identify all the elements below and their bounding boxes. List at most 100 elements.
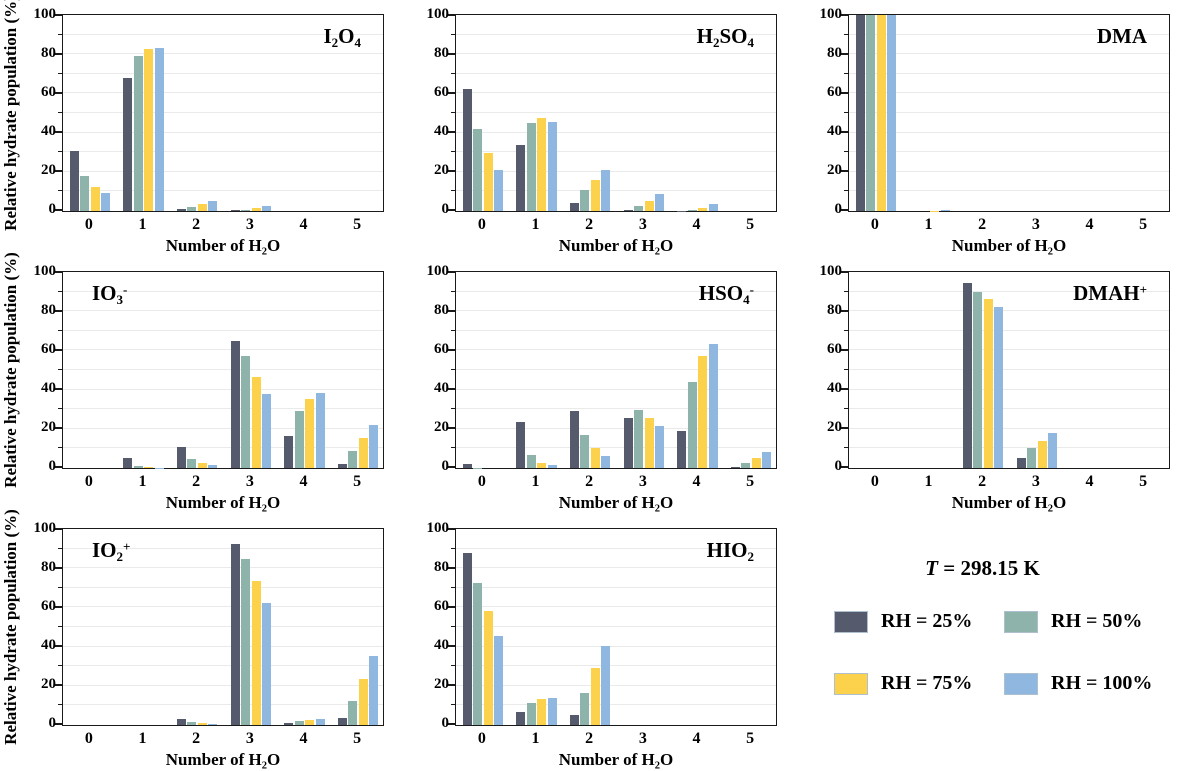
- x-tick-label: 5: [1139, 473, 1148, 490]
- gridline: [63, 684, 383, 686]
- x-tick-label: 3: [638, 473, 647, 490]
- y-tick-mark: [451, 368, 455, 371]
- gridline: [456, 388, 776, 390]
- y-tick-mark: [58, 290, 62, 293]
- x-tick-label: 1: [531, 473, 540, 490]
- gridline: [456, 151, 776, 153]
- y-tick-mark: [58, 664, 62, 667]
- bar-1-s3: [940, 210, 950, 211]
- text-fragment: Number of H: [951, 236, 1048, 255]
- gridline: [63, 547, 383, 549]
- text-fragment: O: [267, 493, 281, 512]
- y-tick-label: 60: [434, 84, 449, 100]
- bar-0-s2: [483, 153, 493, 211]
- x-tick-label: 2: [978, 473, 987, 490]
- gridline: [63, 112, 383, 113]
- bar-1-s1: [526, 703, 536, 725]
- y-tick-mark: [55, 388, 62, 390]
- bar-4-s2: [698, 207, 708, 211]
- y-tick-mark: [841, 466, 848, 468]
- text-fragment: IO: [92, 538, 117, 562]
- y-tick-mark: [448, 606, 455, 608]
- x-axis-title: Number of H2O: [62, 750, 384, 771]
- gridline: [456, 53, 776, 55]
- gridline: [849, 112, 1169, 113]
- y-tick-label: 20: [434, 676, 449, 692]
- panel-title: DMA: [1097, 24, 1147, 49]
- text-fragment: O: [660, 236, 674, 255]
- gridline: [63, 190, 383, 192]
- temperature-label: T = 298.15 K: [786, 556, 1179, 581]
- panel-dmah: 0 20 40 60 80 100 0 1 2 3 4 5 Number of H2O DMAH+: [786, 257, 1179, 514]
- bar-1-s3: [547, 697, 557, 725]
- gridline: [849, 131, 1169, 133]
- x-tick-label: 0: [477, 216, 486, 233]
- y-tick-label: 60: [41, 598, 56, 614]
- y-tick-mark: [58, 407, 62, 410]
- y-tick-label: 100: [33, 6, 57, 22]
- panel-title: I2O4: [323, 24, 361, 51]
- gridline: [849, 427, 1169, 429]
- y-tick-mark: [844, 329, 848, 332]
- y-tick-label: 20: [41, 162, 56, 178]
- y-tick-mark: [451, 33, 455, 36]
- y-tick-label: 20: [41, 419, 56, 435]
- y-tick-label: 60: [434, 598, 449, 614]
- bar-0-s0: [462, 89, 472, 211]
- y-tick-mark: [55, 92, 62, 94]
- y-tick-mark: [841, 14, 848, 16]
- bar-0-s1: [80, 175, 90, 211]
- text-fragment: T: [925, 556, 938, 580]
- x-axis-title: Number of H2O: [62, 236, 384, 257]
- bar-2-s3: [208, 201, 218, 211]
- y-tick-label: 100: [819, 6, 843, 22]
- y-tick-label: 100: [33, 520, 57, 536]
- y-tick-mark: [451, 664, 455, 667]
- text-fragment: IO: [92, 281, 117, 305]
- bar-5-s2: [358, 678, 368, 725]
- bar-2-s3: [601, 456, 611, 468]
- bar-2-s0: [569, 715, 579, 725]
- y-tick-mark: [58, 72, 62, 75]
- gridline: [63, 92, 383, 94]
- gridline: [849, 447, 1169, 449]
- legend-swatch-rh25: [834, 610, 868, 633]
- bar-2-s2: [590, 448, 600, 468]
- gridline: [849, 369, 1169, 370]
- gridline: [456, 112, 776, 113]
- x-tick-label: 0: [477, 473, 486, 490]
- y-tick-label: 40: [41, 380, 56, 396]
- y-tick-mark: [55, 528, 62, 530]
- gridline: [63, 586, 383, 588]
- y-tick-mark: [448, 209, 455, 211]
- text-fragment: Number of H: [951, 493, 1048, 512]
- x-tick-label: 5: [746, 216, 755, 233]
- bar-1-s3: [547, 465, 557, 468]
- x-tick-label: 2: [192, 216, 201, 233]
- y-tick-mark: [58, 33, 62, 36]
- y-tick-mark: [55, 684, 62, 686]
- y-axis-title: Relative hydrate population (%): [1, 252, 20, 488]
- y-tick-label: 60: [434, 341, 449, 357]
- gridline: [63, 408, 383, 410]
- y-tick-mark: [451, 446, 455, 449]
- y-tick-mark: [844, 290, 848, 293]
- gridline: [63, 349, 383, 351]
- text-fragment: 4: [354, 35, 361, 51]
- x-tick-label: 4: [299, 473, 308, 490]
- y-tick-mark: [841, 349, 848, 351]
- x-tick-label: 3: [638, 216, 647, 233]
- gridline: [456, 349, 776, 351]
- plot-area: [848, 271, 1170, 469]
- y-tick-mark: [844, 189, 848, 192]
- text-fragment: SO: [719, 24, 748, 48]
- bar-3-s3: [262, 205, 272, 211]
- bar-4-s3: [315, 719, 325, 725]
- bar-1-s2: [537, 463, 547, 468]
- bar-5-s1: [741, 462, 751, 468]
- panel-io2: Relative hydrate population (%) 0 20 40 60 80…: [0, 509, 393, 771]
- text-fragment: 2: [116, 549, 124, 565]
- y-tick-mark: [58, 547, 62, 550]
- x-tick-label: 2: [585, 216, 594, 233]
- bar-2-s1: [187, 722, 197, 725]
